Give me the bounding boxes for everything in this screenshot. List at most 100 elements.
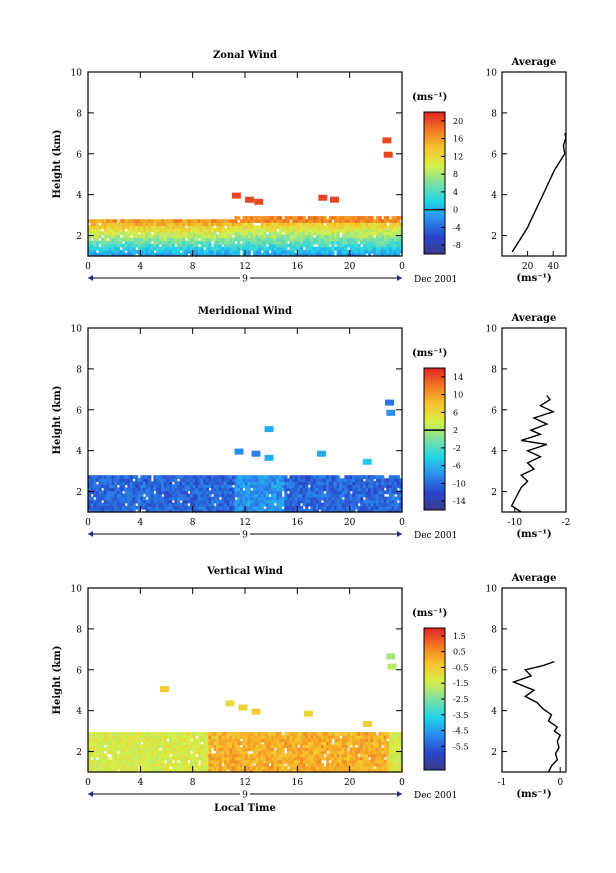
heatmap-cell <box>140 231 144 236</box>
heatmap-cell <box>200 475 204 479</box>
heatmap-cell <box>93 222 97 226</box>
heatmap-cell <box>140 252 144 257</box>
heatmap-cell <box>166 750 170 755</box>
heatmap-cell <box>276 246 280 251</box>
heatmap-cell <box>302 475 306 479</box>
heatmap-cell <box>203 735 207 739</box>
heatmap-cell <box>111 246 115 251</box>
heatmap-cell <box>245 249 249 254</box>
heatmap-cell <box>328 219 332 223</box>
heatmap-cell <box>313 240 317 245</box>
heatmap-cell <box>365 490 369 495</box>
heatmap-cell <box>88 732 92 736</box>
heatmap-cell <box>378 237 382 242</box>
heatmap-cell <box>313 481 317 485</box>
heatmap-cell <box>145 228 149 233</box>
heatmap-cell <box>124 499 128 504</box>
heatmap-cell <box>216 759 220 764</box>
heatmap-cell <box>334 475 338 479</box>
heatmap-cell <box>242 237 246 242</box>
heatmap-cell <box>360 493 364 498</box>
heatmap-cell <box>396 768 400 773</box>
heatmap-cell <box>294 240 298 245</box>
heatmap-cell <box>271 252 275 257</box>
heatmap-cell <box>95 237 99 242</box>
heatmap-cell <box>197 246 202 251</box>
heatmap-cell <box>153 484 157 489</box>
heatmap-cell <box>140 234 144 239</box>
heatmap-cell <box>258 243 262 248</box>
heatmap-cell <box>284 231 288 236</box>
heatmap-cell <box>247 765 251 770</box>
heatmap-cell <box>106 502 110 507</box>
heatmap-cell <box>103 225 107 229</box>
heatmap-cell <box>315 234 319 239</box>
heatmap-cell <box>129 493 134 498</box>
heatmap-cell <box>213 735 217 739</box>
heatmap-cell <box>247 225 251 229</box>
heatmap-cell <box>135 222 139 226</box>
heatmap-cell <box>360 481 364 485</box>
heatmap-cell <box>211 505 215 510</box>
heatmap-cell <box>265 508 270 513</box>
heatmap-cell <box>362 458 372 465</box>
heatmap-cell <box>370 741 374 745</box>
heatmap-cell <box>263 493 267 498</box>
heatmap-cell <box>299 228 304 233</box>
heatmap-cell <box>360 502 364 507</box>
heatmap-cell <box>347 240 351 245</box>
heatmap-cell <box>208 753 212 758</box>
heatmap-cell <box>281 508 285 513</box>
heatmap-cell <box>391 225 395 229</box>
heatmap-cell <box>211 231 215 236</box>
heatmap-cell <box>263 237 267 242</box>
heatmap-cell <box>336 240 340 245</box>
heatmap-cell <box>328 732 332 736</box>
heatmap-cell <box>145 750 149 755</box>
heatmap-cell <box>286 493 291 498</box>
heatmap-cell <box>292 246 296 251</box>
heatmap-cell <box>224 750 228 755</box>
heatmap-cell <box>334 228 338 233</box>
heatmap-cell <box>231 768 236 773</box>
heatmap-cell <box>349 756 353 761</box>
heatmap-cell <box>326 735 330 739</box>
heatmap-cell <box>349 505 353 510</box>
heatmap-cell <box>339 741 343 745</box>
heatmap-cell <box>166 487 170 492</box>
heatmap-cell <box>299 249 304 254</box>
heatmap-cell <box>182 747 186 752</box>
heatmap-cell <box>111 249 115 254</box>
heatmap-cell <box>153 228 157 233</box>
heatmap-cell <box>299 508 304 513</box>
heatmap-cell <box>216 765 220 770</box>
heatmap-cell <box>331 231 335 236</box>
heatmap-cell <box>197 747 202 752</box>
heatmap-cell <box>142 481 147 485</box>
heatmap-cell <box>391 747 395 752</box>
heatmap-cell <box>347 762 351 767</box>
heatmap-cell <box>224 505 228 510</box>
heatmap-cell <box>344 225 348 229</box>
heatmap-cell <box>260 493 264 498</box>
heatmap-cell <box>111 231 115 236</box>
heatmap-cell <box>203 738 207 742</box>
heatmap-cell <box>205 225 209 229</box>
heatmap-cell <box>391 249 395 254</box>
heatmap-cell <box>224 249 228 254</box>
y-tick-label: 10 <box>71 585 83 595</box>
heatmap-cell <box>294 732 298 736</box>
heatmap-cell <box>132 735 136 739</box>
heatmap-cell <box>174 508 178 513</box>
heatmap-cell <box>292 508 296 513</box>
heatmap-cell <box>378 222 382 226</box>
heatmap-cell <box>368 234 372 239</box>
heatmap-cell <box>166 744 170 749</box>
heatmap-cell <box>192 750 196 755</box>
heatmap-cell <box>375 231 379 236</box>
heatmap-cell <box>166 499 170 504</box>
heatmap-cell <box>250 759 254 764</box>
heatmap-cell <box>247 753 251 758</box>
heatmap-cell <box>255 249 259 254</box>
